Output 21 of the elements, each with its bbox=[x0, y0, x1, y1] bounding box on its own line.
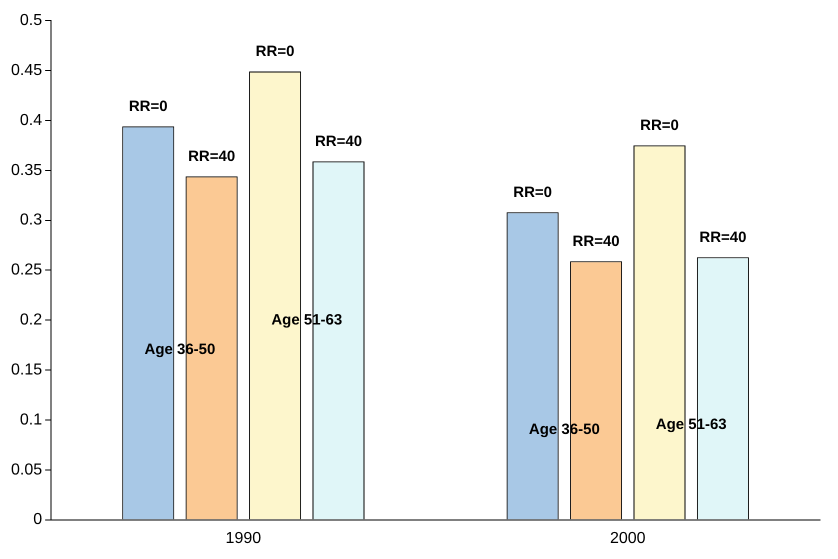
annotation: RR=40 bbox=[314, 133, 362, 150]
annotation: RR=0 bbox=[256, 43, 294, 60]
annotation: RR=40 bbox=[699, 228, 746, 246]
y-tick-label: 0.45 bbox=[11, 62, 42, 79]
annotation: RR=40 bbox=[188, 148, 236, 165]
y-tick-label: 0.35 bbox=[11, 162, 42, 179]
annotation: RR=40 bbox=[572, 232, 620, 250]
y-tick-label: 0.3 bbox=[20, 212, 42, 229]
y-tick-label: 0.25 bbox=[11, 262, 42, 279]
annotation: RR=0 bbox=[640, 117, 679, 134]
y-tick-label: 0.5 bbox=[20, 12, 42, 30]
y-tick-label: 0 bbox=[33, 511, 42, 528]
x-tick-label: 1990 bbox=[226, 530, 262, 547]
annotation: RR=0 bbox=[128, 98, 168, 116]
y-tick-label: 0.2 bbox=[20, 312, 42, 329]
y-tick-label: 0.4 bbox=[20, 112, 42, 129]
annotation: RR=0 bbox=[513, 184, 552, 201]
y-tick-label: 0.1 bbox=[20, 411, 42, 428]
y-tick-label: 0.15 bbox=[11, 361, 42, 378]
x-tick-label: 2000 bbox=[610, 530, 646, 547]
y-tick-label: 0.05 bbox=[11, 461, 42, 478]
